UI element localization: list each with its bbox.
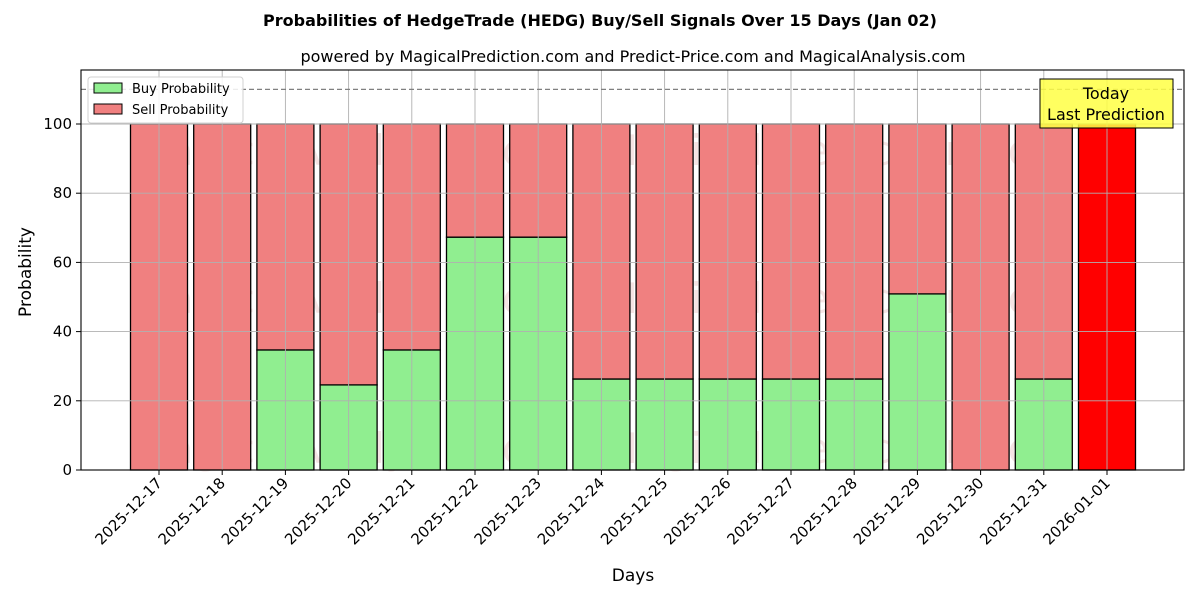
y-axis-label: Probability [16,227,36,317]
x-tick-label: 2025-12-26 [660,474,734,548]
x-tick-label: 2025-12-25 [597,474,671,548]
x-tick-label: 2025-12-30 [913,474,987,548]
y-tick-label: 100 [43,115,72,133]
legend-swatch [93,82,123,94]
legend: Buy Probability Sell Probability [87,76,244,124]
y-tick-label: 80 [53,184,72,202]
chart-title: Probabilities of HedgeTrade (HEDG) Buy/S… [263,11,937,30]
svg-text:Today: Today [1082,84,1129,103]
legend-label: Buy Probability [132,82,230,97]
x-tick-label: 2025-12-20 [281,474,355,548]
x-tick-label: 2025-12-23 [471,474,545,548]
today-annotation: Today Last Prediction [1039,78,1174,129]
x-tick-label: 2025-12-17 [91,474,165,548]
y-tick-label: 0 [62,461,72,479]
x-tick-label: 2025-12-29 [850,474,924,548]
y-tick-label: 20 [53,392,72,410]
x-tick-label: 2025-12-18 [155,474,229,548]
y-tick-label: 60 [53,253,72,271]
x-tick-label: 2025-12-31 [976,474,1050,548]
y-tick-label: 40 [53,323,72,341]
legend-label: Sell Probability [132,103,229,118]
chart-subtitle: powered by MagicalPrediction.com and Pre… [300,47,965,66]
x-tick-label: 2025-12-19 [218,474,292,548]
x-tick-label: 2025-12-28 [787,474,861,548]
x-tick-label: 2025-12-22 [407,474,481,548]
legend-swatch [93,103,123,115]
plot-area: MagicalAnalysis.comMagicalPrediction.com… [43,69,1185,548]
x-tick-label: 2026-01-01 [1039,474,1113,548]
axes-frame [80,69,1185,471]
x-tick-label: 2025-12-27 [723,474,797,548]
x-tick-label: 2025-12-24 [534,474,608,548]
x-axis-label: Days [612,566,655,586]
x-tick-label: 2025-12-21 [344,474,418,548]
svg-text:Last Prediction: Last Prediction [1047,105,1165,124]
